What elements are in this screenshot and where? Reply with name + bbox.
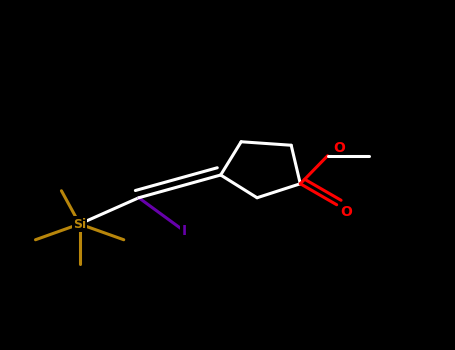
Text: I: I	[182, 224, 187, 238]
Text: O: O	[333, 141, 345, 155]
Text: Si: Si	[73, 217, 86, 231]
Text: O: O	[340, 205, 352, 219]
